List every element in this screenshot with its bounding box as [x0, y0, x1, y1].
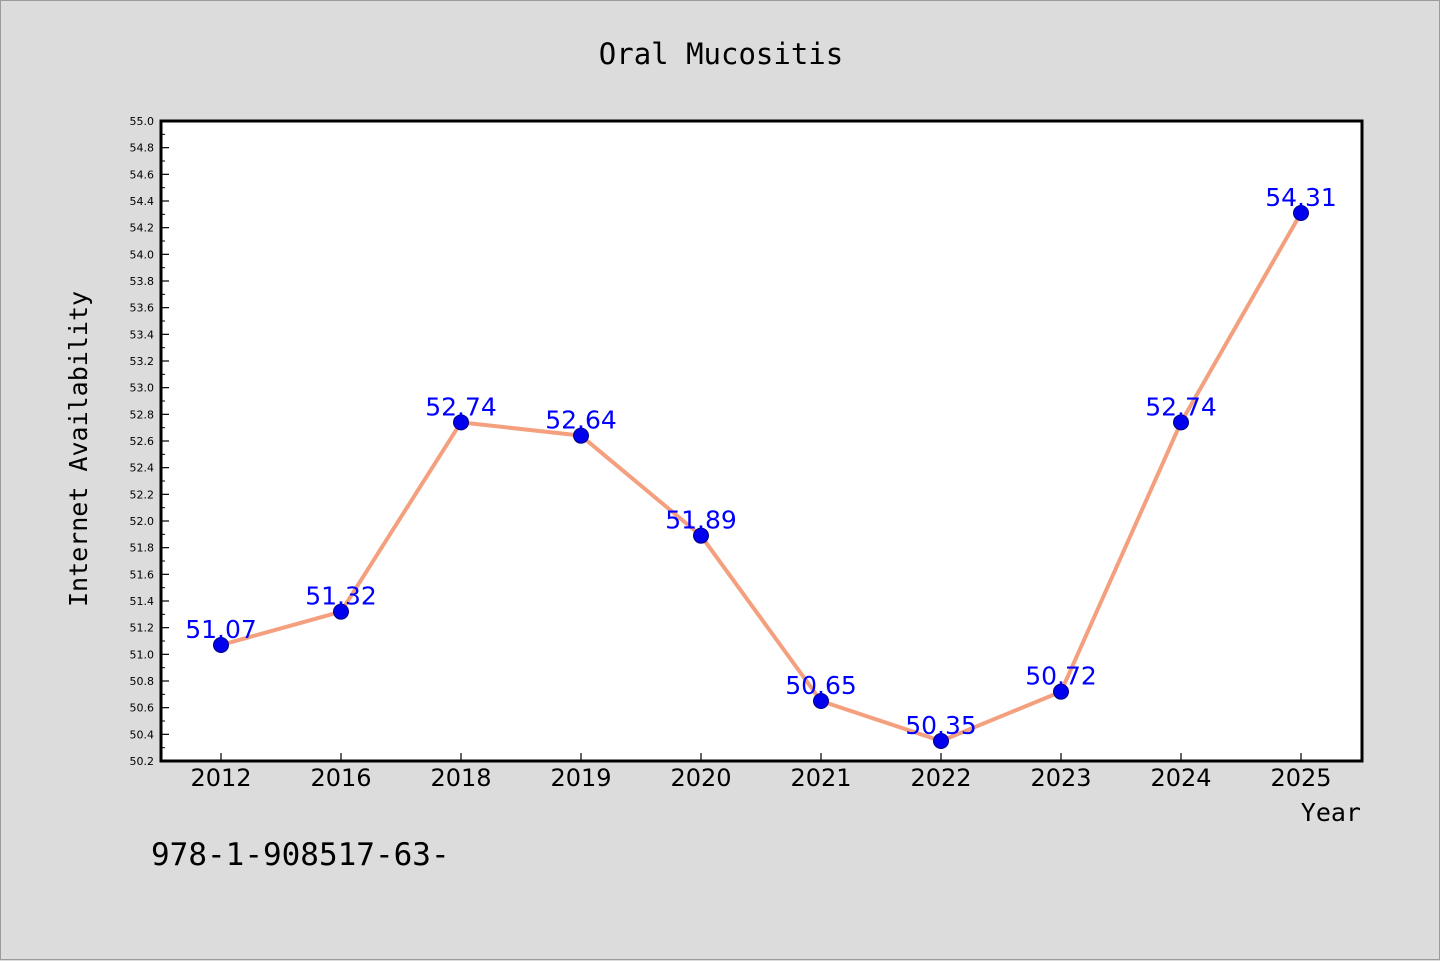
y-tick-label: 53.6	[130, 302, 155, 315]
series-line	[219, 211, 1303, 743]
y-tick-label: 52.6	[130, 435, 155, 448]
x-axis: 2012 2016 2018 2019 2020 2021 2022 2023 2024 2025	[190, 753, 1332, 792]
x-tick-label: 2012	[190, 764, 251, 792]
y-tick-label: 52.4	[130, 462, 155, 475]
y-tick-label: 54.6	[130, 168, 155, 181]
data-series: 51.07 51.32 52.74 52.64 51.89 50.65 50.35 50.72…	[185, 183, 1337, 749]
data-point	[453, 414, 469, 431]
data-label: 50.35	[905, 711, 977, 740]
y-tick-label: 51.0	[130, 648, 155, 661]
x-tick-label: 2024	[1150, 764, 1211, 792]
data-point	[1173, 414, 1189, 431]
data-label: 52.64	[545, 406, 617, 435]
y-tick-label: 54.4	[130, 195, 155, 208]
y-tick-label: 51.8	[130, 542, 155, 555]
y-tick-label: 51.4	[130, 595, 155, 608]
data-label: 52.74	[425, 392, 497, 421]
chart-title: Oral Mucositis	[599, 37, 843, 71]
y-axis-label: Internet Availability	[64, 291, 93, 607]
data-point	[573, 427, 589, 444]
data-point	[1293, 205, 1309, 221]
y-tick-label: 53.8	[130, 275, 155, 288]
data-label: 50.72	[1025, 662, 1097, 691]
x-tick-label: 2019	[550, 764, 611, 792]
y-tick-label: 51.2	[130, 622, 155, 635]
x-tick-label: 2020	[670, 764, 731, 792]
data-label: 52.74	[1145, 392, 1217, 421]
y-tick-label: 54.0	[130, 248, 155, 261]
x-tick-label: 2016	[310, 764, 371, 792]
y-tick-label: 50.6	[130, 702, 155, 715]
y-tick-label: 50.4	[130, 728, 155, 741]
y-tick-label: 53.2	[130, 355, 155, 368]
data-label: 51.32	[305, 582, 377, 611]
plot-area	[159, 119, 1364, 763]
data-point	[333, 603, 349, 620]
footnote-text: 978-1-908517-63-	[151, 837, 450, 873]
y-tick-label: 52.0	[130, 515, 155, 528]
data-point	[693, 527, 709, 544]
data-label: 50.65	[785, 671, 857, 700]
x-tick-label: 2018	[430, 764, 491, 792]
data-point	[813, 693, 829, 709]
data-point	[933, 733, 949, 749]
data-point	[1053, 683, 1069, 700]
x-tick-label: 2025	[1270, 764, 1331, 792]
y-tick-label: 51.6	[130, 568, 155, 581]
x-tick-label: 2021	[790, 764, 851, 792]
y-tick-label: 54.2	[130, 222, 155, 235]
y-tick-label: 53.4	[130, 328, 155, 341]
y-axis: 50.2 50.4 50.6 50.8 51.0 51.2 51.4 51.6 51.8 52.0…	[130, 115, 169, 768]
data-label: 54.31	[1265, 183, 1337, 212]
y-tick-label: 52.2	[130, 488, 155, 501]
data-label: 51.07	[185, 615, 257, 644]
y-tick-label: 54.8	[130, 142, 155, 155]
y-tick-label: 52.8	[130, 408, 155, 421]
y-tick-label: 50.2	[130, 755, 155, 768]
x-tick-label: 2022	[910, 764, 971, 792]
data-label: 51.89	[665, 506, 737, 535]
y-tick-label: 55.0	[130, 115, 155, 128]
x-tick-label: 2023	[1030, 764, 1091, 792]
data-point	[213, 637, 229, 653]
y-tick-label: 50.8	[130, 675, 155, 688]
y-tick-label: 53.0	[130, 382, 155, 395]
x-axis-label: Year	[1301, 798, 1361, 827]
